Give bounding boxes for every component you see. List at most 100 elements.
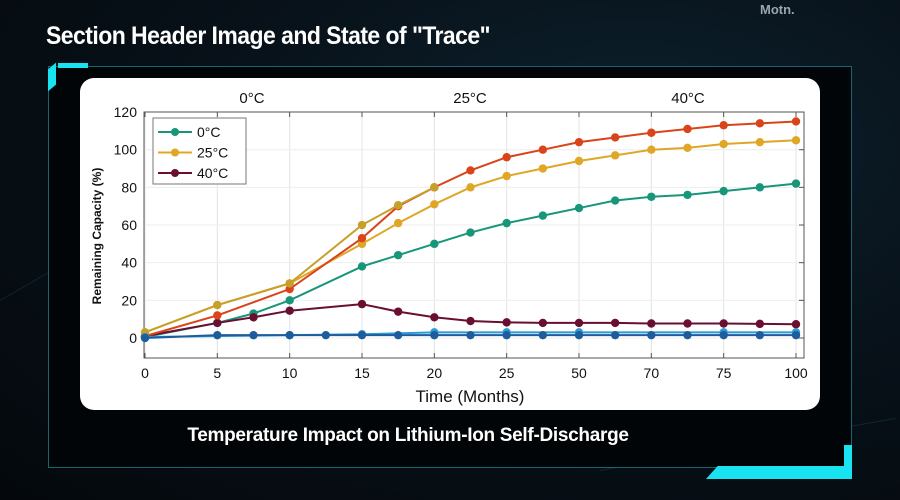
data-point — [538, 145, 548, 154]
x-tick-label: 0 — [141, 365, 149, 381]
data-point — [430, 239, 439, 249]
data-point — [574, 318, 584, 328]
data-point — [791, 179, 801, 188]
data-point — [719, 186, 728, 196]
data-point — [574, 330, 584, 340]
data-point — [466, 166, 475, 175]
data-point — [357, 234, 367, 243]
data-point — [683, 124, 692, 134]
data-point — [249, 313, 258, 322]
data-point — [285, 279, 294, 288]
frame-accent-top-left — [58, 63, 88, 68]
series-line — [144, 186, 435, 334]
top-label-0c: 0°C — [239, 90, 264, 107]
data-point — [538, 211, 548, 220]
data-point — [683, 143, 692, 153]
data-point — [719, 139, 728, 149]
data-point — [466, 316, 475, 326]
chart-caption: Temperature Impact on Lithium-Ion Self-D… — [187, 425, 629, 446]
data-point — [466, 228, 475, 237]
data-point — [610, 133, 620, 142]
y-tick-label: 120 — [114, 104, 138, 120]
data-point — [285, 330, 294, 340]
data-point — [683, 330, 692, 340]
data-point — [393, 218, 403, 228]
series-line — [144, 334, 796, 339]
data-point — [610, 151, 620, 160]
data-point — [538, 164, 548, 173]
y-tick-label: 40 — [121, 255, 137, 271]
data-point — [791, 320, 801, 329]
x-tick-label: 25 — [499, 365, 515, 381]
data-point — [213, 318, 222, 328]
data-point — [683, 319, 692, 328]
legend: 0°C 25°C 40°C — [152, 117, 247, 185]
legend-marker — [171, 128, 179, 136]
data-point — [683, 190, 692, 200]
data-point — [574, 137, 584, 147]
y-tick-label: 0 — [129, 330, 137, 346]
frame-accent-bottom-right — [706, 466, 852, 479]
series-unlabeled-6 — [140, 330, 801, 343]
data-point — [647, 128, 656, 137]
logo: Motn. — [760, 2, 795, 17]
series-unlabeled-4 — [140, 183, 439, 337]
y-tick-label: 80 — [121, 179, 137, 195]
data-point — [574, 203, 584, 213]
data-point — [357, 299, 367, 309]
data-point — [249, 330, 258, 340]
data-point — [213, 330, 222, 340]
data-point — [755, 330, 765, 340]
data-point — [357, 330, 367, 340]
x-tick-label: 75 — [716, 365, 732, 381]
legend-marker — [171, 169, 179, 177]
data-point — [502, 218, 511, 228]
data-point — [430, 200, 439, 209]
ticks: 0 5 10 15 20 25 50 70 75 100 0 20 40 60 80 100 120 — [114, 104, 808, 381]
top-label-40c: 40°C — [671, 90, 705, 107]
x-tick-label: 5 — [213, 365, 221, 381]
x-axis-label: Time (Months) — [416, 387, 525, 406]
data-point — [466, 183, 475, 192]
data-point — [502, 171, 511, 181]
y-tick-label: 60 — [121, 217, 137, 233]
data-point — [285, 306, 294, 315]
data-point — [321, 330, 331, 340]
legend-marker — [171, 148, 179, 157]
x-tick-label: 50 — [571, 365, 587, 381]
y-tick-label: 100 — [114, 142, 138, 158]
data-point — [430, 183, 439, 192]
legend-label: 25°C — [197, 145, 228, 161]
data-point — [610, 196, 620, 205]
top-label-25c: 25°C — [453, 90, 487, 107]
data-point — [610, 318, 620, 328]
data-point — [647, 330, 656, 340]
data-point — [430, 330, 439, 340]
x-tick-label: 100 — [784, 365, 808, 381]
page-title: Section Header Image and State of "Trace… — [46, 22, 491, 50]
data-point — [140, 333, 150, 343]
data-point — [755, 319, 765, 329]
x-tick-label: 10 — [282, 365, 298, 381]
data-point — [285, 296, 294, 305]
data-point — [213, 300, 222, 310]
data-point — [357, 220, 367, 230]
plot-frame — [143, 111, 805, 359]
data-point — [393, 250, 403, 260]
data-point — [213, 311, 222, 320]
data-point — [538, 318, 548, 328]
y-tick-label: 20 — [121, 292, 137, 308]
data-point — [791, 117, 801, 126]
data-point — [538, 330, 548, 340]
x-tick-label: 20 — [427, 365, 443, 381]
data-point — [791, 330, 801, 340]
data-point — [791, 136, 801, 145]
frame-accent-right — [844, 445, 852, 469]
legend-label: 0°C — [197, 124, 221, 140]
data-point — [357, 262, 367, 271]
data-point — [430, 313, 439, 322]
data-point — [502, 153, 511, 162]
data-point — [466, 330, 475, 340]
data-point — [574, 156, 584, 166]
